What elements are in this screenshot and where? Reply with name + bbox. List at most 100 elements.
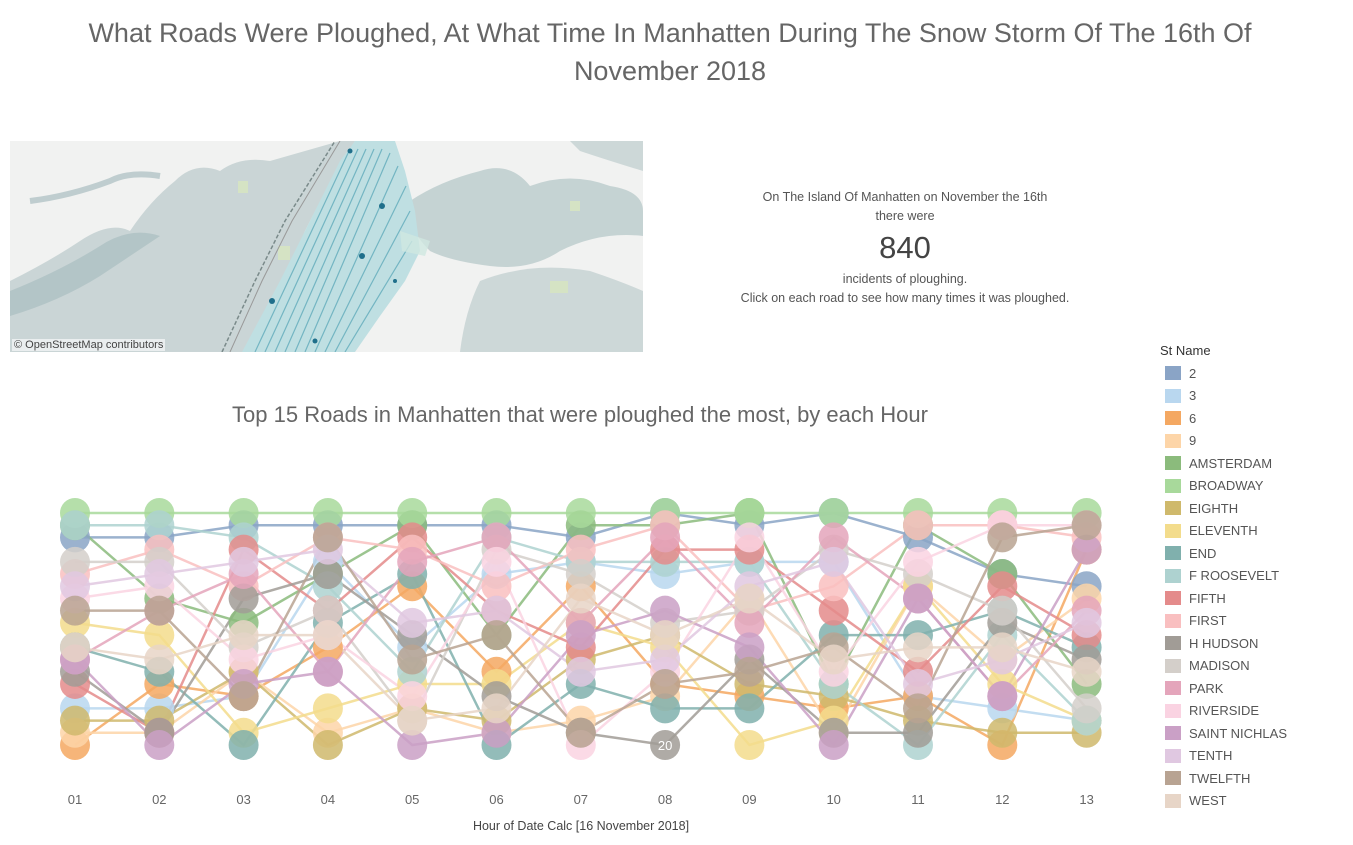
point-first-06[interactable] <box>481 571 512 602</box>
point-saint-nichlas-04[interactable] <box>312 656 343 687</box>
point-tenth-07[interactable] <box>565 656 596 687</box>
point-park-10[interactable] <box>818 522 849 553</box>
point-broadway-04[interactable] <box>312 498 343 528</box>
legend-item-eighth[interactable]: EIGHTH <box>1160 497 1350 520</box>
point-tenth-10[interactable] <box>818 546 849 577</box>
point-eleventh-02[interactable] <box>144 620 175 651</box>
point-eighth-04[interactable] <box>312 730 343 760</box>
point-park-06[interactable] <box>481 522 512 553</box>
point-west-10[interactable] <box>818 644 849 675</box>
legend-item-eleventh[interactable]: ELEVENTH <box>1160 520 1350 543</box>
point-west-08[interactable] <box>650 620 681 651</box>
point-broadway-06[interactable] <box>481 498 512 528</box>
legend-item-riverside[interactable]: RIVERSIDE <box>1160 700 1350 723</box>
map-graphic[interactable] <box>10 141 643 352</box>
point-saint-nichlas-09[interactable] <box>734 632 765 663</box>
legend-item-twelfth[interactable]: TWELFTH <box>1160 767 1350 790</box>
manhattan-map[interactable]: © OpenStreetMap contributors <box>10 141 643 352</box>
point-west-13[interactable] <box>1071 656 1102 687</box>
point-west-03[interactable] <box>228 620 259 651</box>
bump-chart[interactable]: 20 01 02 03 04 05 06 07 08 09 10 11 12 13 Hour of Date… <box>0 440 1140 845</box>
legend-item-end[interactable]: END <box>1160 542 1350 565</box>
point-end-03[interactable] <box>228 730 259 760</box>
point-twelfth-05[interactable] <box>397 644 428 675</box>
legend-item-tenth[interactable]: TENTH <box>1160 745 1350 768</box>
point-h-hudson-11[interactable] <box>903 717 933 748</box>
legend-item-2[interactable]: 2 <box>1160 362 1350 385</box>
point-first-11[interactable] <box>903 510 933 541</box>
point-eighth-12[interactable] <box>987 717 1018 748</box>
point-park-05[interactable] <box>397 546 428 577</box>
point-twelfth-07[interactable] <box>565 717 596 748</box>
point-saint-nichlas-08[interactable] <box>650 595 681 626</box>
point-eleventh-09[interactable] <box>734 730 765 760</box>
legend-item-fifth[interactable]: FIFTH <box>1160 587 1350 610</box>
point-broadway-09[interactable] <box>734 498 765 528</box>
point-twelfth-13[interactable] <box>1071 510 1102 541</box>
point-broadway-03[interactable] <box>228 498 259 528</box>
point-riverside-11[interactable] <box>903 546 933 577</box>
point-riverside-05[interactable] <box>397 681 428 712</box>
point-twelfth-12[interactable] <box>987 522 1018 553</box>
point-west-02[interactable] <box>144 644 175 675</box>
point-riverside-06[interactable] <box>481 546 512 577</box>
point-west-12[interactable] <box>987 632 1018 663</box>
point-fifth-12[interactable] <box>987 571 1018 602</box>
point-riverside-09[interactable] <box>734 522 765 553</box>
point-end-08[interactable] <box>650 693 681 724</box>
point-west-06[interactable] <box>481 693 512 724</box>
legend-item-9[interactable]: 9 <box>1160 430 1350 453</box>
legend-item-madison[interactable]: MADISON <box>1160 655 1350 678</box>
legend-item-6[interactable]: 6 <box>1160 407 1350 430</box>
point-twelfth-03[interactable] <box>228 681 259 712</box>
legend-item-3[interactable]: 3 <box>1160 385 1350 408</box>
point-west-05[interactable] <box>397 705 428 736</box>
point-f-roosevelt-01[interactable] <box>60 510 90 541</box>
point-west-11[interactable] <box>903 632 933 663</box>
point-saint-nichlas-12[interactable] <box>987 681 1018 712</box>
point-riverside-03[interactable] <box>228 644 259 675</box>
point-west-01[interactable] <box>60 632 90 663</box>
point-west-04[interactable] <box>312 620 343 651</box>
legend-item-amsterdam[interactable]: AMSTERDAM <box>1160 452 1350 475</box>
legend-item-f-roosevelt[interactable]: F ROOSEVELT <box>1160 565 1350 588</box>
point-first-10[interactable] <box>818 571 849 602</box>
legend-item-h-hudson[interactable]: H HUDSON <box>1160 632 1350 655</box>
point-tenth-06[interactable] <box>481 595 512 626</box>
point-west-07[interactable] <box>565 583 596 614</box>
point-twelfth-08[interactable] <box>650 668 681 699</box>
legend-item-west[interactable]: WEST <box>1160 790 1350 813</box>
point-madison-04[interactable] <box>312 595 343 626</box>
point-h-hudson-08[interactable] <box>650 730 681 760</box>
point-twelfth-06[interactable] <box>481 620 512 651</box>
point-broadway-07[interactable] <box>565 498 596 528</box>
point-saint-nichlas-05[interactable] <box>397 730 428 760</box>
point-park-09[interactable] <box>734 607 765 638</box>
point-twelfth-01[interactable] <box>60 595 90 626</box>
point-eighth-01[interactable] <box>60 705 90 736</box>
legend-item-saint-nichlas[interactable]: SAINT NICHLAS <box>1160 722 1350 745</box>
point-f-roosevelt-02[interactable] <box>144 510 175 541</box>
point-madison-13[interactable] <box>1071 693 1102 724</box>
point-fifth-10[interactable] <box>818 595 849 626</box>
point-twelfth-11[interactable] <box>903 693 933 724</box>
point-madison-07[interactable] <box>565 559 596 590</box>
point-broadway-10[interactable] <box>818 498 849 528</box>
point-west-09[interactable] <box>734 583 765 614</box>
point-park-08[interactable] <box>650 522 681 553</box>
legend-item-first[interactable]: FIRST <box>1160 610 1350 633</box>
point-madison-01[interactable] <box>60 546 90 577</box>
point-saint-nichlas-10[interactable] <box>818 730 849 760</box>
point-tenth-01[interactable] <box>60 571 90 602</box>
point-twelfth-09[interactable] <box>734 656 765 687</box>
point-eleventh-04[interactable] <box>312 693 343 724</box>
point-broadway-05[interactable] <box>397 498 428 528</box>
point-tenth-03[interactable] <box>228 546 259 577</box>
point-saint-nichlas-06[interactable] <box>481 717 512 748</box>
point-h-hudson-03[interactable] <box>228 583 259 614</box>
point-end-09[interactable] <box>734 693 765 724</box>
point-saint-nichlas-11[interactable] <box>903 583 933 614</box>
point-twelfth-04[interactable] <box>312 522 343 553</box>
point-first-07[interactable] <box>565 534 596 565</box>
point-tenth-11[interactable] <box>903 668 933 699</box>
